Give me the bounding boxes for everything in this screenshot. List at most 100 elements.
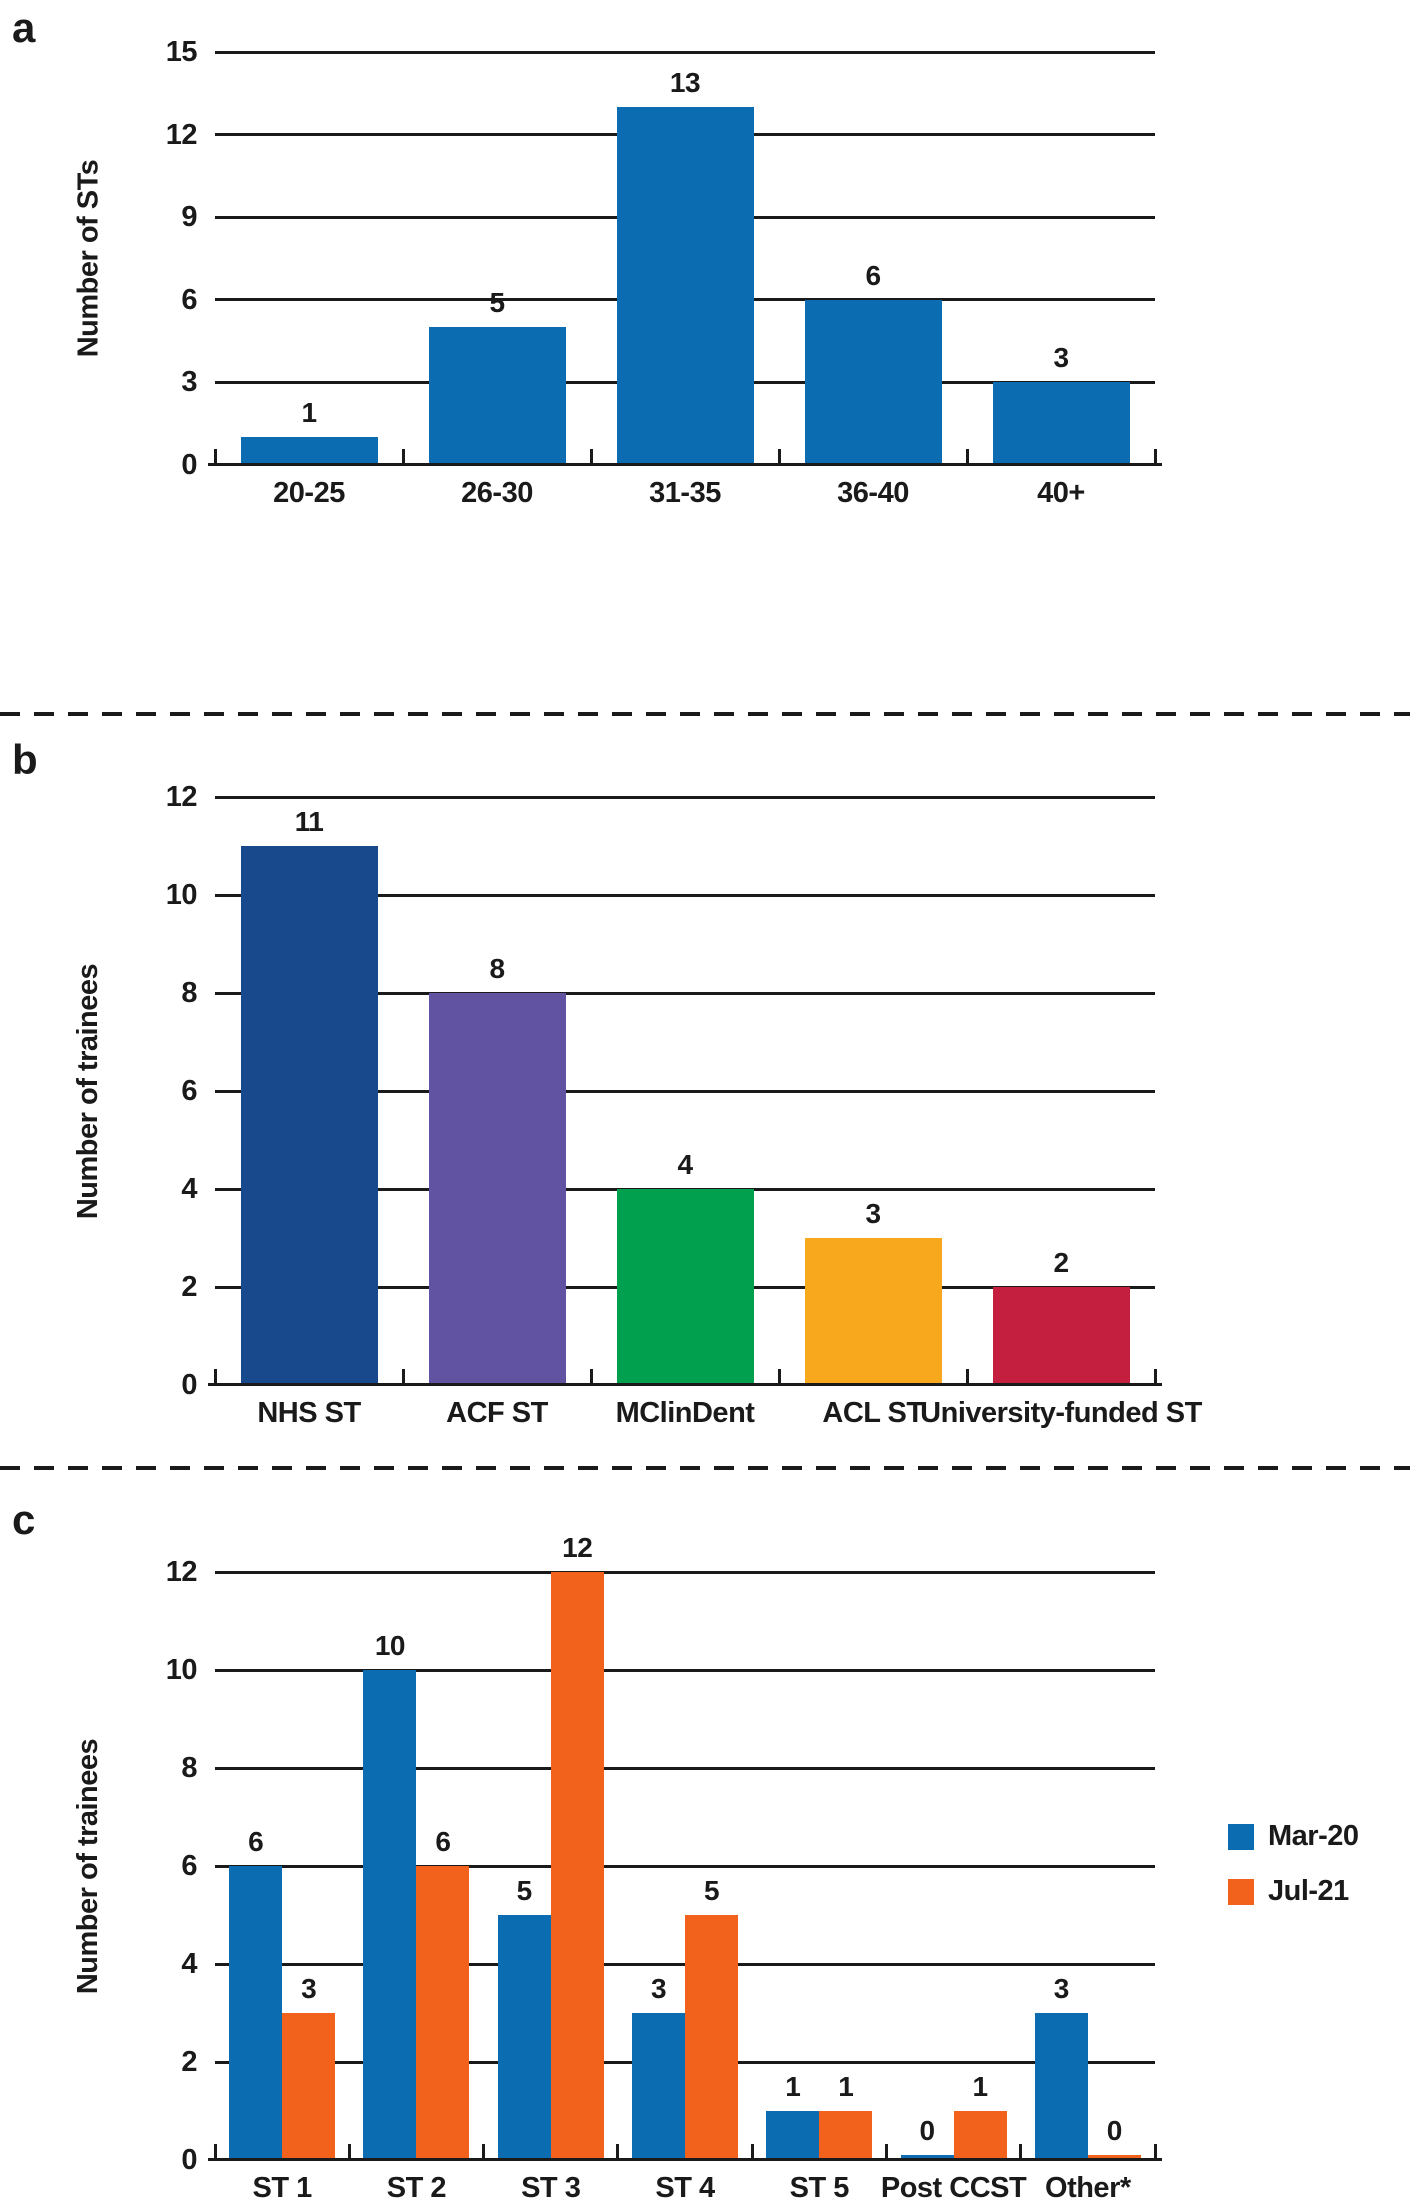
bar-value-label: 2: [1053, 1247, 1069, 1278]
axis-tick: [213, 449, 217, 465]
gridline: [215, 795, 1155, 799]
x-tick-label: ST 5: [789, 2172, 850, 2204]
y-axis-title-wrap-b: Number of trainees: [64, 797, 114, 1385]
y-tick-label: 2: [181, 2046, 197, 2079]
axis-tick: [482, 2144, 486, 2160]
bars-container: 6 3 ST 1 10 6 ST 2 5 12 ST 3 3 5 ST 4 1 1 ST 5 0 1 Post C…: [215, 1532, 1155, 2204]
bar: [1034, 2013, 1088, 2160]
x-tick-label: ST 4: [655, 2172, 715, 2204]
bar-value-label: 5: [703, 1875, 720, 1906]
legend-label: Jul-21: [1268, 1875, 1349, 1907]
y-axis-title-b: Number of trainees: [72, 963, 105, 1219]
bar-value-label: 6: [865, 260, 881, 291]
category-slot: 3 0 Other*: [1021, 1572, 1155, 2204]
bar-value-label: 8: [489, 953, 505, 984]
category-slot: 3 40+: [967, 52, 1155, 509]
plot-area-c: 0 2 4 6 8 10 12 6 3 ST 1 10 6 ST 2 5 12 ST 3 3 5 ST 4 1 1 ST …: [166, 1532, 1162, 2204]
bar: [616, 1189, 754, 1385]
x-tick-label: University-funded ST: [920, 1397, 1202, 1429]
y-tick-label: 2: [181, 1271, 197, 1304]
x-axis-line: [208, 1383, 1162, 1386]
y-tick-label: 0: [181, 1369, 197, 1401]
category-slot: 3 5 ST 4: [618, 1572, 752, 2204]
bar: [804, 300, 942, 465]
axis-tick: [1153, 449, 1157, 465]
legend-item: Jul-21: [1228, 1875, 1359, 1908]
y-tick-label: 6: [181, 1850, 197, 1882]
axis-tick: [777, 449, 781, 465]
x-tick-label: 36-40: [837, 477, 909, 509]
y-tick-label: 9: [181, 201, 197, 234]
bar: [992, 382, 1130, 465]
gridline: [215, 1864, 1155, 1868]
bar: [363, 1670, 417, 2160]
bar-value-label: 11: [294, 806, 324, 837]
gridline: [215, 893, 1155, 897]
y-axis-title-a: Number of STs: [72, 159, 105, 358]
dashed-separator: [0, 1466, 1410, 1470]
bar-value-label: 6: [248, 1826, 264, 1857]
gridline: [215, 1766, 1155, 1770]
x-tick-label: MClinDent: [615, 1397, 755, 1429]
y-tick-label: 10: [165, 1654, 198, 1686]
axis-tick: [777, 1369, 781, 1385]
panel-label-b: b: [12, 736, 38, 783]
bar-value-label: 1: [301, 397, 317, 428]
axis-tick: [589, 449, 593, 465]
x-tick-label: 20-25: [273, 477, 345, 509]
y-axis-title-wrap-c: Number of trainees: [64, 1572, 114, 2160]
category-slot: 1 20-25: [215, 52, 403, 509]
axis-tick: [589, 1369, 593, 1385]
y-tick-label: 4: [181, 1948, 197, 1981]
bar: [631, 2013, 685, 2160]
category-slot: 5 26-30: [403, 52, 591, 509]
bar-value-label: 5: [516, 1875, 533, 1906]
bar: [229, 1866, 283, 2160]
legend-item: Mar-20: [1228, 1820, 1359, 1853]
bar: [428, 993, 566, 1385]
category-slot: 1 1 ST 5: [752, 1572, 886, 2204]
panel-label-a: a: [12, 4, 36, 51]
category-slot: 13 31-35: [591, 52, 779, 509]
bar: [616, 107, 754, 465]
bar: [428, 327, 566, 465]
bar: [416, 1866, 470, 2160]
bar: [819, 2111, 873, 2160]
category-slot: 8 ACF ST: [403, 797, 591, 1429]
y-tick-label: 12: [165, 1556, 198, 1588]
axis-tick: [213, 1369, 217, 1385]
bar: [240, 437, 378, 465]
x-tick-label: 40+: [1037, 477, 1085, 509]
bar-value-label: 4: [677, 1149, 693, 1180]
category-slot: 4 MClinDent: [591, 797, 779, 1429]
dashed-separator: [0, 712, 1410, 716]
y-tick-label: 0: [181, 449, 197, 481]
category-slot: 5 12 ST 3: [484, 1532, 618, 2204]
axis-tick: [401, 449, 405, 465]
bar-value-label: 5: [489, 287, 505, 318]
legend: Mar-20 Jul-21: [1228, 1820, 1359, 1908]
y-tick-label: 0: [181, 2144, 197, 2176]
plot-area-b: 0 2 4 6 8 10 12 11 NHS ST 8 ACF ST 4 MClinDent 3 ACL S…: [166, 782, 1203, 1429]
axis-tick: [965, 449, 969, 465]
bars-container: 11 NHS ST 8 ACF ST 4 MClinDent 3 ACL ST 2 Univers…: [215, 797, 1202, 1429]
x-tick-label: Post CCST: [880, 2172, 1027, 2204]
legend-swatch: [1228, 1878, 1254, 1905]
bar-value-label: 1: [972, 2071, 989, 2102]
bar: [804, 1238, 942, 1385]
category-slot: 6 3 ST 1: [215, 1572, 349, 2204]
x-tick-label: ACF ST: [446, 1397, 548, 1429]
bar: [497, 1915, 551, 2160]
bar-value-label: 10: [374, 1630, 406, 1661]
gridline: [215, 1668, 1155, 1672]
bar-value-label: 6: [435, 1826, 451, 1857]
x-tick-label: Other*: [1045, 2172, 1131, 2204]
y-tick-label: 8: [181, 977, 197, 1010]
y-axis-title-c: Number of trainees: [72, 1738, 105, 1994]
axis-tick: [1153, 1369, 1157, 1385]
bar: [1087, 2155, 1141, 2160]
y-tick-label: 6: [181, 1075, 197, 1107]
x-tick-label: 26-30: [461, 477, 533, 509]
axis-tick: [347, 2144, 351, 2160]
